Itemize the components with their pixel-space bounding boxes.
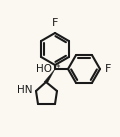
Text: F: F (52, 18, 58, 28)
Text: HN: HN (18, 85, 33, 95)
Text: HO: HO (36, 64, 52, 74)
Polygon shape (44, 69, 55, 82)
Text: F: F (105, 64, 111, 74)
Text: *: * (56, 64, 60, 72)
